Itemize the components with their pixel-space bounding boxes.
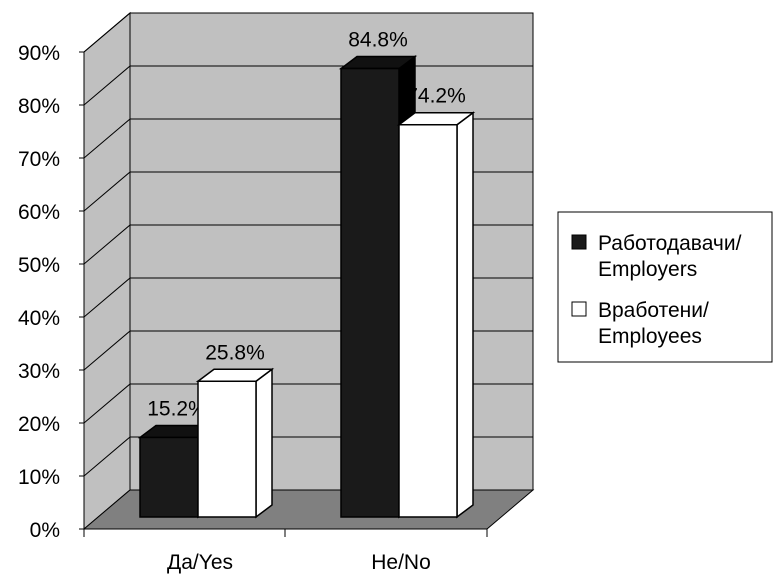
y-tick-label: 40% [18,307,60,330]
gridline-side [83,171,131,212]
bar-side [456,111,474,519]
chart-side-wall [83,11,131,531]
data-label: 74.2% [406,85,466,108]
legend-label-employers-line2: Employers [598,258,697,281]
gridline-side [83,383,131,424]
bar-front [340,67,400,518]
y-tick-label: 70% [18,148,60,171]
y-tick-label: 80% [18,95,60,118]
bar-front [197,380,257,518]
legend-swatch-employees [571,301,587,317]
gridline-side [83,118,131,159]
y-tick-label: 20% [18,413,60,436]
gridline-side [83,65,131,106]
y-tick-label: 0% [30,519,60,542]
bar-front [139,436,199,518]
bar-employees [396,111,476,519]
legend-box [557,211,773,363]
bar-front [398,123,458,518]
x-axis-labels: Да/Yes Не/No [83,529,488,574]
x-category-label: Не/No [371,551,431,574]
y-tick-label: 60% [18,201,60,224]
y-tick-label: 30% [18,360,60,383]
y-tick-label: 50% [18,254,60,277]
x-category-label: Да/Yes [167,551,233,574]
bar-employees [195,367,275,519]
bar-side [255,367,273,519]
y-axis-ticks: 0% 10% 20% 30% 40% 50% 60% 70% 80% 90% [18,42,84,542]
y-tick-label: 10% [18,466,60,489]
data-label: 84.8% [348,29,408,52]
y-tick-label: 90% [18,42,60,65]
data-label: 15.2% [147,397,207,420]
gridline-side [83,277,131,318]
legend-label-employees-line2: Employees [598,325,702,348]
gridline-side [83,330,131,371]
legend: Работодавачи/ Employers Вработени/ Emplo… [557,211,773,363]
legend-label-employers-line1: Работодавачи/ [598,232,742,255]
gridline-side [83,12,131,53]
legend-swatch-employers [571,234,587,250]
data-label: 25.8% [205,341,265,364]
bars: 15.2% 25.8% 84.8% 74.2% [137,29,476,519]
gridline-side [83,436,131,477]
gridline-side [83,224,131,265]
legend-label-employees-line1: Вработени/ [598,299,709,322]
